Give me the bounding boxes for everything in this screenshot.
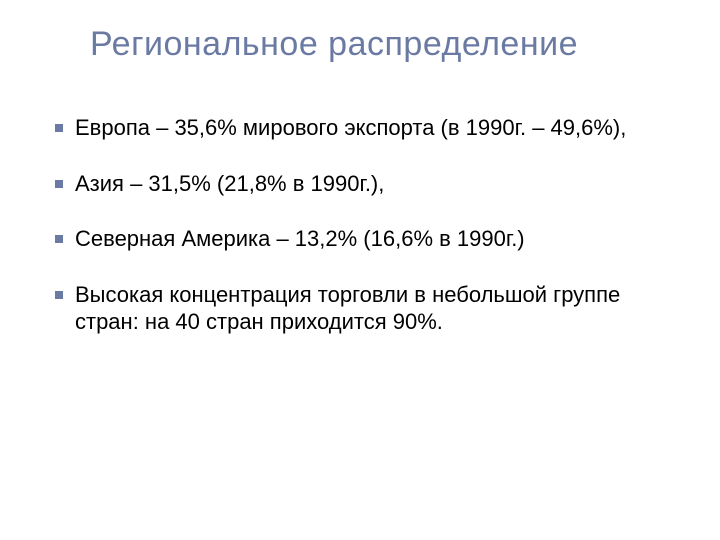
list-item: Высокая концентрация торговли в небольшо… — [55, 281, 685, 336]
list-item: Северная Америка – 13,2% (16,6% в 1990г.… — [55, 225, 685, 253]
slide-container: Региональное распределение Европа – 35,6… — [0, 0, 720, 540]
list-item: Европа – 35,6% мирового экспорта (в 1990… — [55, 114, 685, 142]
slide-title: Региональное распределение — [90, 25, 685, 64]
bullet-list: Европа – 35,6% мирового экспорта (в 1990… — [35, 114, 685, 336]
list-item: Азия – 31,5% (21,8% в 1990г.), — [55, 170, 685, 198]
